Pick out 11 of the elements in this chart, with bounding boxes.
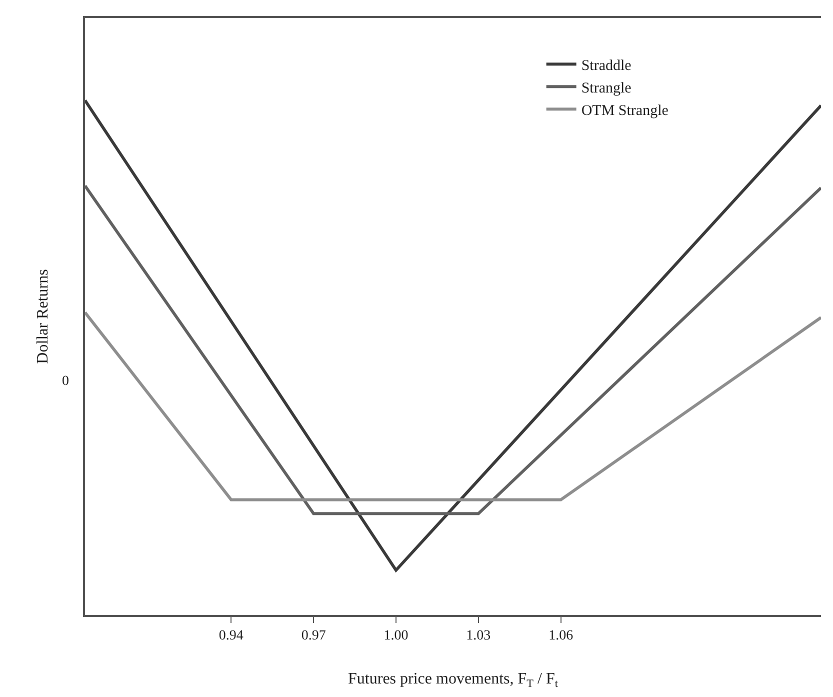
x-tick-label: 0.94	[218, 628, 244, 644]
legend-label: OTM Strangle	[581, 102, 669, 119]
x-tick-label: 1.00	[384, 628, 408, 644]
y-axis-title: Dollar Returns	[34, 269, 52, 364]
x-tick-label: 1.06	[548, 628, 574, 644]
legend-label: Strangle	[581, 80, 632, 96]
x-tick-label: 0.97	[301, 628, 326, 644]
x-axis-title: Futures price movements, F$_{T}$ / F$_{t}$	[348, 670, 559, 690]
legend-label: Straddle	[581, 58, 632, 74]
x-tick-label: 1.03	[466, 628, 491, 644]
text: 0	[62, 374, 69, 389]
